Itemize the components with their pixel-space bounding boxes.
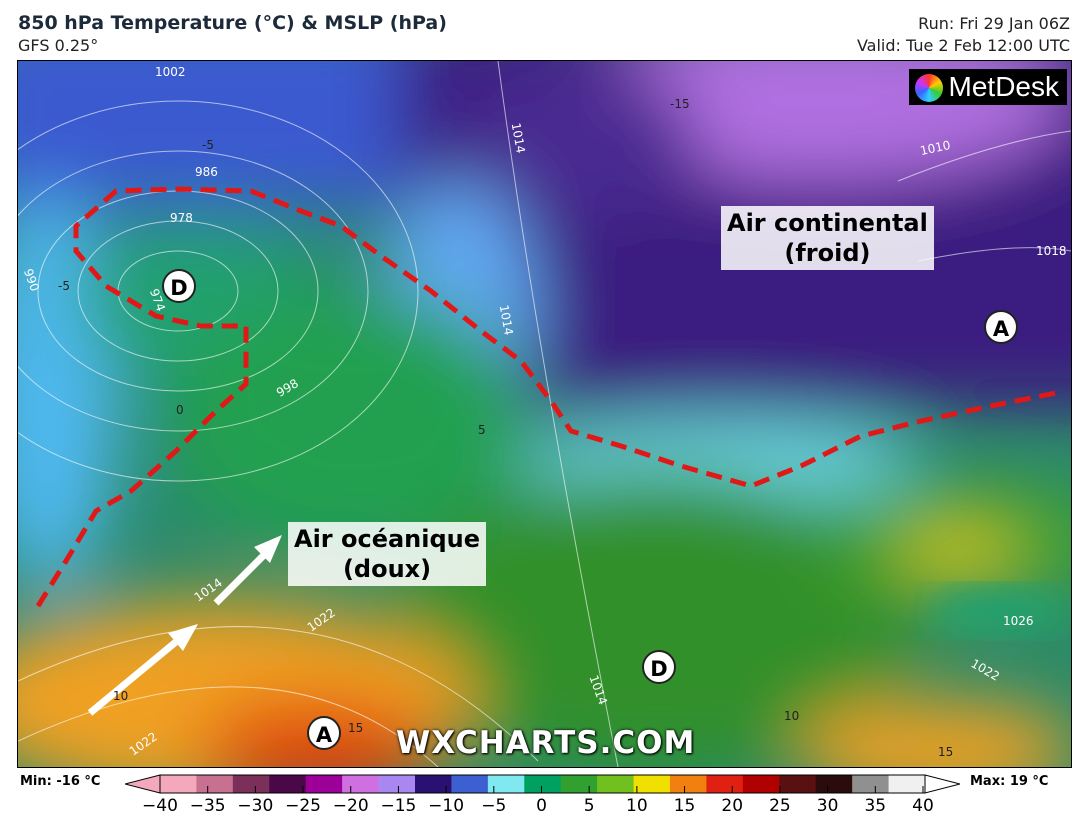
color-scale-tick: 20 (721, 796, 744, 816)
color-scale-swatch (415, 775, 452, 793)
temperature-field (18, 61, 1071, 767)
color-scale-tick: 30 (816, 796, 839, 816)
color-scale-swatch (487, 775, 525, 793)
color-scale-swatch (597, 775, 635, 793)
color-scale-swatch (560, 775, 598, 793)
run-time: Run: Fri 29 Jan 06Z (918, 14, 1070, 33)
color-scale-tick: −10 (428, 796, 465, 816)
color-scale-swatch (779, 775, 817, 793)
high-pressure-center: A (307, 716, 341, 750)
color-scale-swatch (633, 775, 671, 793)
color-scale-swatch (342, 775, 380, 793)
color-scale-swatch (706, 775, 744, 793)
isotherm-label: -15 (670, 97, 690, 111)
color-scale-swatch (305, 775, 343, 793)
color-scale-tick: −40 (142, 796, 178, 816)
low-pressure-center: D (162, 269, 196, 303)
isotherm-label: 10 (784, 709, 800, 723)
chart-title: 850 hPa Temperature (°C) & MSLP (hPa) (18, 12, 447, 34)
color-scale-swatch (269, 775, 307, 793)
isobar-label: 986 (195, 165, 218, 179)
color-scale-tick: −5 (481, 796, 507, 816)
watermark: WXCHARTS.COM (396, 725, 696, 761)
color-scale-swatch (815, 775, 853, 793)
color-scale-swatch (160, 775, 197, 793)
continental-air-text: Air continental (froid) (727, 209, 928, 267)
color-scale-tick: −20 (332, 796, 369, 816)
oceanic-air-label: Air océanique (doux) (288, 522, 487, 586)
model-label: GFS 0.25° (18, 36, 99, 55)
continental-air-label: Air continental (froid) (721, 206, 934, 270)
color-scale-swatch (888, 775, 926, 793)
color-scale-tick: −30 (237, 796, 274, 816)
isobar-label: 978 (170, 211, 193, 225)
color-scale-swatch (852, 775, 890, 793)
isotherm-label: 15 (938, 745, 954, 759)
isobar-label: 1002 (155, 65, 186, 79)
color-scale-tick: −25 (285, 796, 322, 816)
isotherm-label: -5 (58, 279, 70, 293)
oceanic-air-text: Air océanique (doux) (294, 525, 481, 583)
logo-text: MetDesk (948, 71, 1059, 102)
logo-icon (914, 74, 943, 102)
max-temperature: Max: 19 °C (970, 774, 1049, 789)
color-scale-tick: 40 (912, 796, 934, 816)
valid-time: Valid: Tue 2 Feb 12:00 UTC (856, 36, 1070, 55)
color-scale-swatch (196, 775, 234, 793)
color-scale-tick: 10 (626, 796, 648, 816)
warm-air-arrows (87, 535, 282, 716)
color-scale-swatch (670, 775, 707, 793)
color-scale-tick: −15 (380, 796, 417, 816)
color-scale-bar (125, 774, 960, 794)
low-pressure-center: D (642, 650, 676, 684)
high-pressure-center: A (984, 310, 1018, 344)
air-mass-boundary (35, 186, 1057, 608)
isotherm-label: 0 (176, 403, 184, 417)
color-scale-tick: 0 (536, 796, 547, 816)
color-scale-swatch (232, 775, 270, 793)
isobar-label: 1018 (1036, 244, 1067, 258)
color-scale-swatch (378, 775, 416, 793)
min-temperature: Min: -16 °C (20, 774, 101, 789)
isobar-label: 1026 (1003, 614, 1034, 628)
isotherm-label: 5 (478, 423, 486, 437)
metdesk-logo: MetDesk (908, 69, 1067, 105)
isotherm-label: 10 (113, 689, 129, 703)
weather-map: MetDesk Air continental (froid) Air océa… (17, 60, 1072, 768)
isotherm-label: -5 (202, 138, 214, 152)
color-scale-tick: −35 (189, 796, 226, 816)
color-scale-tick: 35 (864, 796, 887, 816)
color-scale-tick: 5 (583, 796, 595, 816)
color-scale-swatch (524, 775, 562, 793)
isotherm-label: 15 (348, 721, 364, 735)
isobars (18, 61, 1071, 767)
color-scale-swatch (451, 775, 489, 793)
color-scale-swatch (742, 775, 780, 793)
color-scale-tick: 15 (673, 796, 696, 816)
color-scale-tick: 25 (769, 796, 791, 816)
